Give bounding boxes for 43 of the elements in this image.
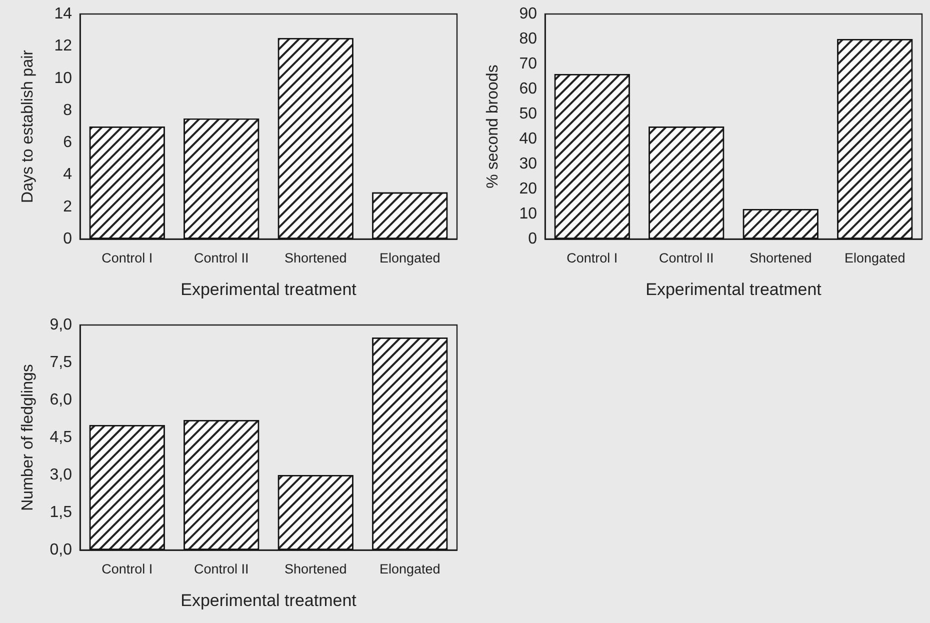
y-tick-label: 1,5 [50,504,72,521]
x-tick-label: Control II [194,562,249,576]
y-tick-label: 6 [63,134,72,152]
x-tick-label: Shortened [749,250,812,266]
y-tick-label: 4,5 [50,429,72,446]
y-tick-label: 70 [519,56,538,72]
x-axis-title: Experimental treatment [180,591,357,610]
x-tick-label: Elongated [379,250,440,266]
y-tick-label: 0 [63,230,72,248]
y-tick-label: 10 [519,206,538,222]
y-tick-label: 40 [519,130,538,148]
y-axis-title: Days to establish pair [20,49,36,203]
y-tick-label: 7,5 [50,354,72,371]
x-tick-label: Control I [566,250,618,266]
x-tick-label: Control II [658,250,714,266]
y-axis-title: % second broods [484,64,502,188]
x-tick-label: Control I [102,562,153,576]
x-tick-label: Elongated [844,250,906,266]
y-tick-label: 30 [519,156,538,172]
y-tick-label: 3,0 [50,466,72,484]
y-tick-label: 10 [54,70,72,87]
x-axis-title: Experimental treatment [646,280,822,299]
y-tick-label: 9,0 [50,316,72,334]
x-tick-label: Elongated [379,562,440,576]
y-tick-label: 4 [63,166,72,184]
y-tick-label: 6,0 [50,392,72,408]
x-axis-title: Experimental treatment [180,280,357,299]
y-tick-label: 90 [519,6,538,22]
x-tick-label: Control II [194,250,249,266]
y-tick-label: 80 [519,30,538,48]
x-tick-label: Control I [102,250,153,266]
x-tick-label: Shortened [284,562,347,576]
y-tick-label: 60 [519,80,538,98]
y-tick-label: 2 [63,198,72,216]
x-tick-label: Shortened [284,250,347,266]
y-tick-label: 50 [519,106,538,122]
y-axis-title: Number of fledglings [20,364,36,511]
y-tick-label: 0 [528,230,538,248]
y-tick-label: 0,0 [50,542,72,558]
y-tick-label: 14 [54,6,72,22]
y-tick-label: 20 [519,180,538,198]
y-tick-label: 12 [54,38,72,55]
y-tick-label: 8 [63,102,72,119]
